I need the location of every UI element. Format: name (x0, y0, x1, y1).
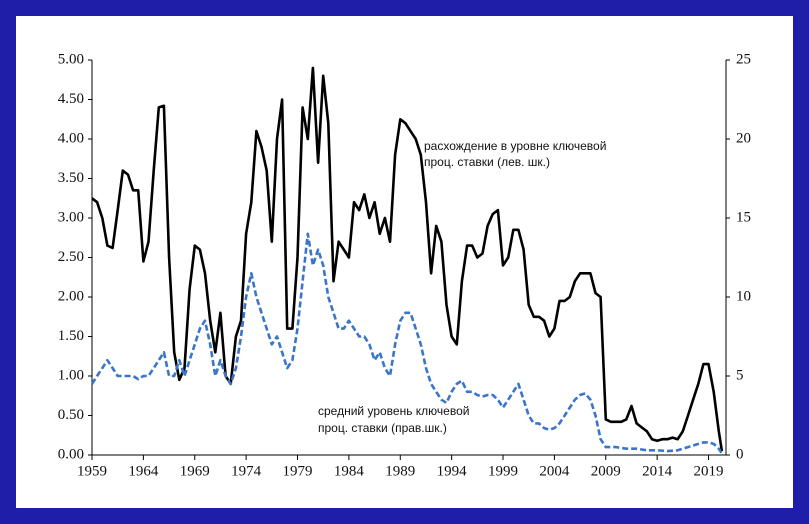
x-tick-label: 1994 (437, 463, 468, 479)
x-tick-label: 2014 (642, 463, 673, 479)
y-tick-label: 0.50 (58, 407, 84, 423)
x-tick-label: 2009 (591, 463, 621, 479)
x-tick-label: 2019 (694, 463, 724, 479)
y2-tick-label: 0 (736, 446, 744, 462)
y-tick-label: 1.00 (58, 367, 84, 383)
y2-tick-label: 25 (736, 51, 751, 67)
y-tick-label: 3.50 (58, 170, 84, 186)
y2-tick-label: 20 (736, 130, 751, 146)
y-tick-label: 2.00 (58, 288, 84, 304)
y2-tick-label: 10 (736, 288, 751, 304)
y-tick-label: 3.00 (58, 209, 84, 225)
chart-panel (16, 16, 793, 508)
x-tick-label: 1979 (283, 463, 313, 479)
series-line (91, 66, 724, 452)
annotation: расхождение в уровне ключевой (424, 139, 606, 153)
y2-tick-label: 5 (736, 367, 744, 383)
annotation: средний уровень ключевой (318, 404, 469, 418)
y2-tick-label: 15 (736, 209, 751, 225)
x-tick-label: 1964 (128, 463, 159, 479)
x-tick-label: 1984 (334, 463, 365, 479)
annotation: проц. ставки (лев. шк.) (424, 155, 550, 169)
x-tick-label: 2004 (539, 463, 570, 479)
x-tick-label: 1969 (180, 463, 210, 479)
y-tick-label: 0.00 (58, 446, 84, 462)
y-tick-label: 4.50 (58, 91, 84, 107)
y-tick-label: 1.50 (58, 328, 84, 344)
x-tick-label: 1974 (231, 463, 262, 479)
series-line (90, 232, 723, 455)
x-tick-label: 1959 (77, 463, 107, 479)
x-tick-label: 1989 (385, 463, 415, 479)
x-tick-label: 1999 (488, 463, 518, 479)
y-tick-label: 4.00 (58, 130, 84, 146)
y-tick-label: 2.50 (58, 249, 84, 265)
annotation: проц. ставки (прав.шк.) (318, 421, 447, 435)
y-tick-label: 5.00 (58, 51, 84, 67)
